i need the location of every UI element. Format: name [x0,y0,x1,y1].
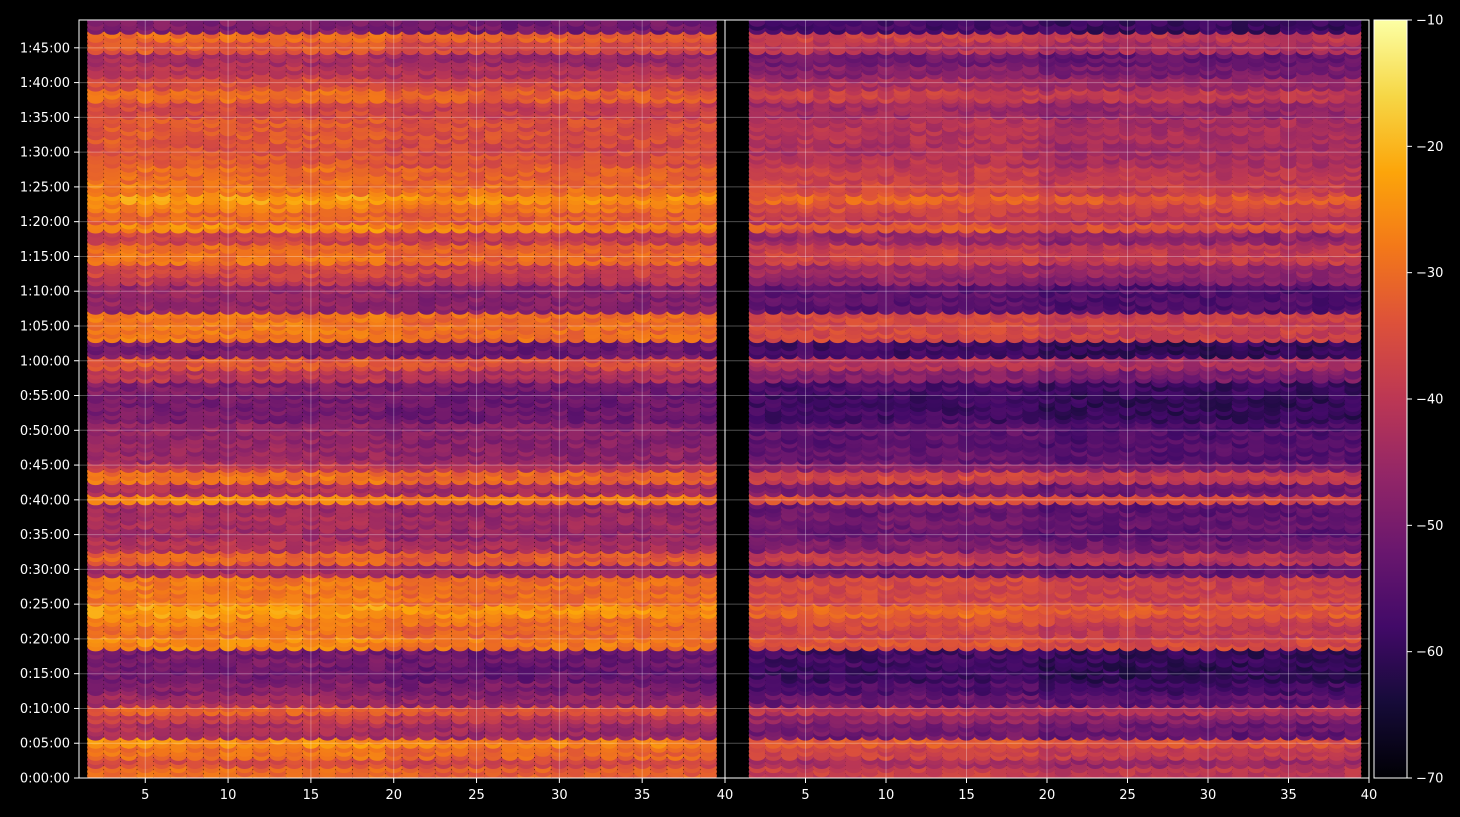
heatmap-panel-left [87,20,717,778]
